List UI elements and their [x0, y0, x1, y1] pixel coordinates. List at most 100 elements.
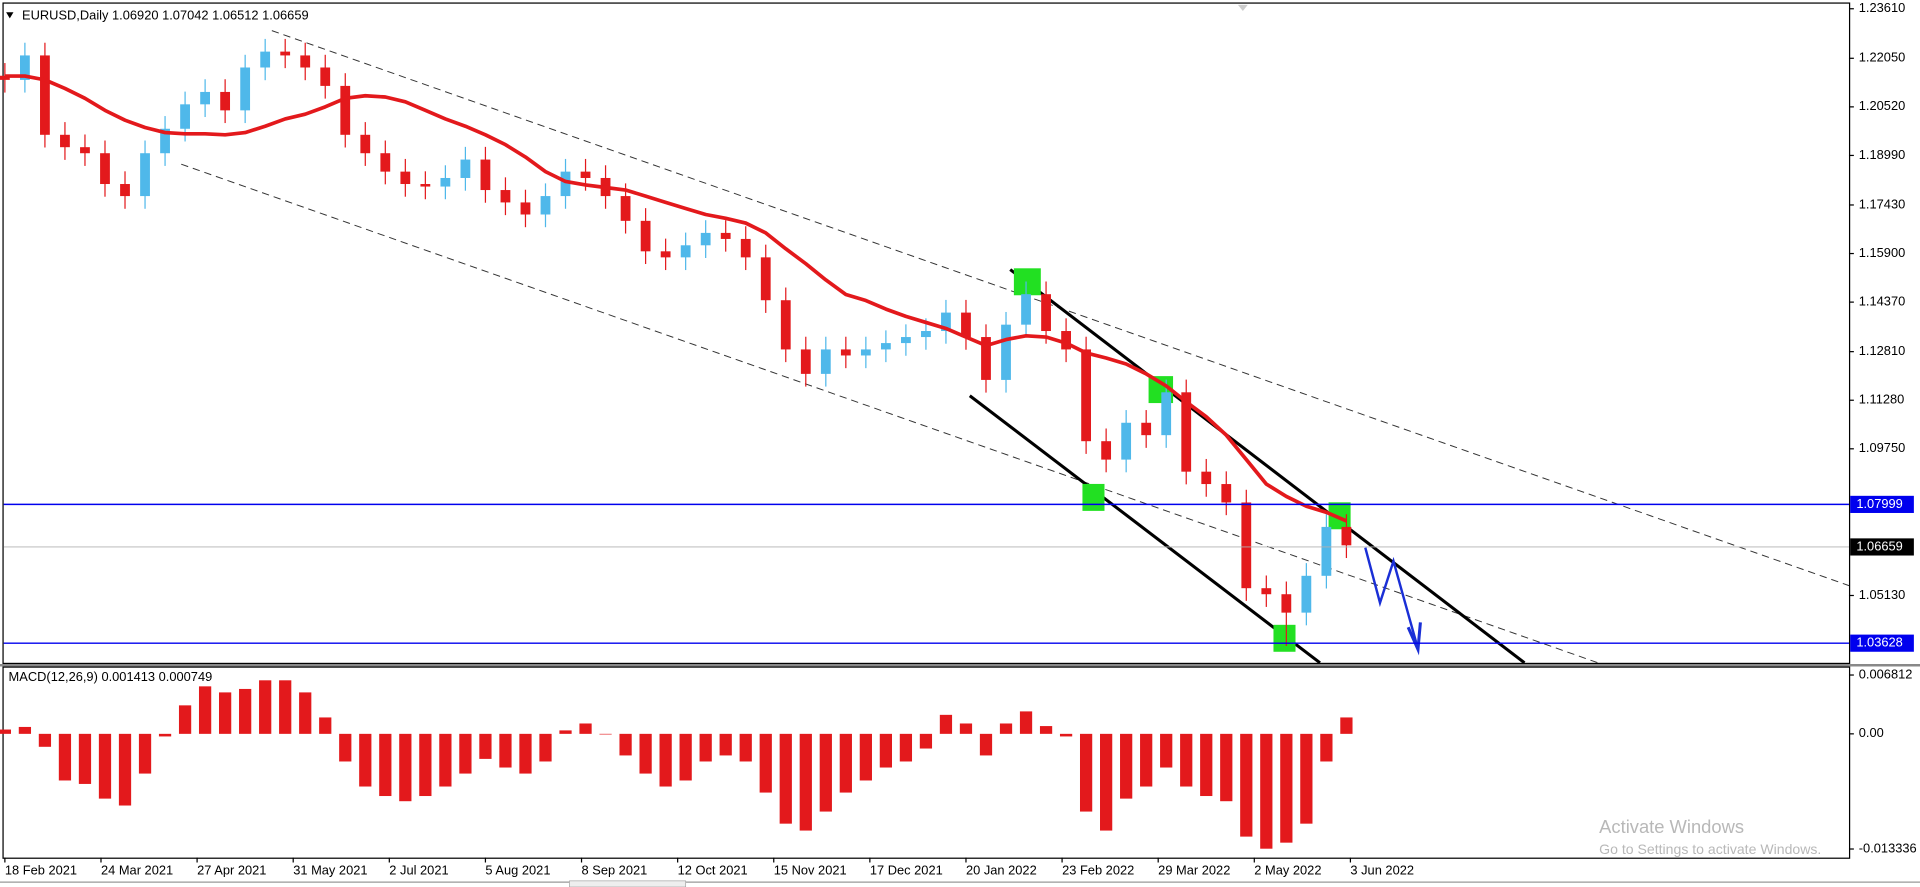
- candle-body: [1021, 294, 1031, 325]
- candle-body: [620, 196, 631, 221]
- candle-body: [260, 51, 271, 68]
- x-tick-label: 3 Jun 2022: [1350, 862, 1414, 877]
- y-tick-label: 1.22050: [1859, 50, 1905, 65]
- macd-bar: [799, 733, 812, 831]
- candle-body: [380, 153, 391, 172]
- macd-bar: [679, 733, 692, 781]
- y-tick-label: 1.17430: [1859, 196, 1905, 211]
- candle-body: [961, 312, 971, 338]
- candle-body: [80, 147, 90, 154]
- macd-bar: [839, 733, 852, 793]
- macd-bar: [18, 726, 32, 734]
- candle-body: [1001, 324, 1011, 380]
- macd-bar: [779, 733, 792, 824]
- y-tick-label: 0.00: [1859, 725, 1884, 740]
- candle-body: [1281, 594, 1292, 613]
- y-tick-label: 1.18990: [1859, 147, 1905, 162]
- current-price-box: [1850, 538, 1914, 556]
- tab[interactable]: [569, 880, 687, 887]
- candle-body: [760, 257, 771, 301]
- macd-bar: [0, 729, 11, 734]
- macd-bar: [58, 733, 72, 781]
- candle-body: [640, 220, 651, 252]
- candle-body: [60, 134, 70, 148]
- candle-body: [200, 91, 211, 105]
- macd-bar: [279, 680, 292, 734]
- y-tick-label: 1.20520: [1859, 98, 1905, 113]
- y-tick-label: 0.006812: [1859, 666, 1913, 681]
- macd-bar: [158, 733, 172, 737]
- trendline-upper: [1009, 268, 1526, 665]
- macd-frame: [2, 666, 1851, 859]
- arrow-head: [1406, 622, 1422, 656]
- watermark-title: Activate Windows: [1599, 816, 1744, 837]
- macd-bar: [259, 680, 272, 734]
- macd-bar: [1039, 726, 1053, 734]
- candle-body: [520, 202, 531, 215]
- candle-body: [1341, 526, 1352, 546]
- macd-bar: [1260, 733, 1273, 849]
- macd-bar: [178, 705, 192, 734]
- candle-body: [220, 91, 231, 111]
- x-tick-label: 18 Feb 2021: [5, 862, 77, 877]
- candle-body: [100, 153, 110, 185]
- candle-body: [700, 232, 711, 246]
- x-tick-label: 20 Jan 2022: [966, 862, 1037, 877]
- macd-bar: [499, 733, 512, 768]
- macd-bar: [739, 733, 752, 762]
- price-label-box: [1850, 634, 1914, 652]
- macd-bar: [379, 733, 392, 797]
- candle-body: [800, 349, 811, 374]
- macd-bar: [759, 733, 772, 793]
- candle-body: [180, 104, 190, 129]
- candle-body: [1101, 441, 1112, 460]
- candle-body: [1221, 484, 1232, 503]
- x-tick-label: 27 Apr 2021: [197, 862, 266, 877]
- marker-box: [1328, 502, 1351, 530]
- candle-body: [941, 312, 951, 332]
- candle-body: [780, 300, 791, 350]
- macd-bar: [1220, 733, 1233, 802]
- macd-bar: [899, 733, 913, 762]
- symbol-menu-arrow[interactable]: [6, 12, 14, 19]
- macd-bar: [979, 733, 993, 756]
- candle-body: [1081, 349, 1092, 442]
- candle-body: [880, 343, 891, 350]
- macd-bar: [1079, 733, 1093, 812]
- candle-body: [480, 159, 491, 191]
- macd-bar: [699, 733, 712, 762]
- candle-body: [1181, 392, 1192, 472]
- candle-body: [240, 67, 251, 111]
- candle-body: [1321, 526, 1332, 576]
- macd-bar: [359, 733, 372, 787]
- candle-body: [1061, 331, 1071, 350]
- forecast-arrow: [1364, 547, 1422, 656]
- x-tick-label: 31 May 2021: [293, 862, 367, 877]
- macd-bar: [659, 733, 672, 787]
- macd-bar: [98, 733, 112, 799]
- candle-body: [860, 349, 871, 356]
- macd-bar: [1180, 733, 1193, 787]
- macd-bar: [319, 717, 332, 734]
- candle-body: [1241, 502, 1252, 589]
- candle-body: [580, 171, 591, 178]
- chart-header: EURUSD,Daily 1.06920 1.07042 1.06512 1.0…: [22, 7, 309, 22]
- price-label-box: [1850, 495, 1914, 513]
- macd-bar: [339, 733, 352, 762]
- y-tick-label: 1.23610: [1859, 0, 1905, 15]
- macd-bar: [1160, 733, 1173, 768]
- macd-bar: [78, 733, 92, 784]
- candle-body: [901, 337, 911, 344]
- marker-box: [1013, 268, 1041, 296]
- price-label: 1.07999: [1856, 496, 1902, 511]
- x-tick-label: 24 Mar 2021: [101, 862, 173, 877]
- y-tick-label: 1.05130: [1859, 587, 1905, 602]
- macd-bar: [419, 733, 432, 797]
- candle-body: [400, 171, 411, 185]
- candle-body: [560, 171, 571, 197]
- macd-bar: [399, 733, 412, 802]
- macd-bar: [539, 733, 552, 762]
- macd-bar: [1200, 733, 1213, 797]
- drawings: [181, 30, 1850, 665]
